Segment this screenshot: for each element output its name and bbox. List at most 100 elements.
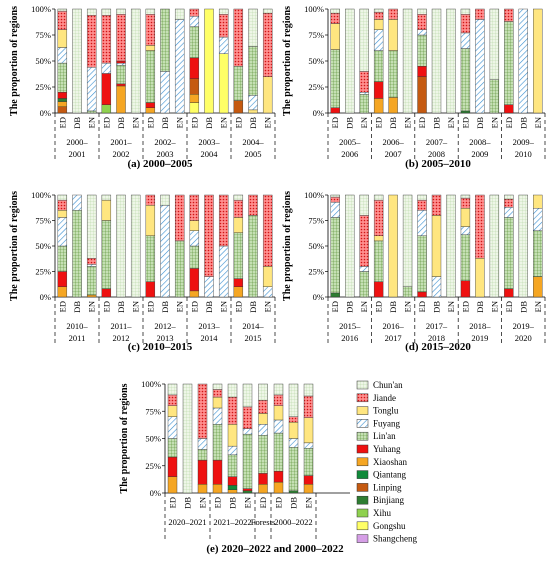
legend-label: Qiantang [373,470,406,480]
category-label: ED [330,117,340,128]
category-label: EN [403,117,413,128]
bar-segment-jiande [417,13,427,31]
category-label: DB [228,497,238,509]
period-2006-2007: ED DB EN 2006– 2007 [371,8,413,159]
bar-segment-chun-an [72,8,82,114]
category-label: EN [446,117,456,128]
period-label: 2013 [157,333,174,343]
bar-segment-linping [233,100,244,114]
bar-segment-jiande [57,10,68,30]
bar-segment-jiande [204,194,214,277]
category-label: DB [248,117,258,129]
category-label: EN [87,301,97,312]
bar-segment-lin-an [72,210,82,298]
bar-segment-fuyang [359,91,369,95]
category-label: EN [198,497,208,508]
category-label: DB [345,301,355,313]
bar-segment-fuyang [417,210,427,237]
chart-panel-5: The proportion of regions 0% 25% 50% 75% 100%… [119,379,350,555]
period-label: 2004– [242,137,264,147]
legend-label: Chun'an [373,380,403,390]
period-2001-2002: ED DB EN 2001– 2002 [98,8,141,159]
bar-segment-chun-an [402,8,413,114]
bar-segment-xiaoshan [57,101,68,107]
bar-segment-lin-an [233,65,244,101]
period-label: 2005 [245,149,262,159]
bar-segment-jiande [504,8,514,22]
category-label: EN [243,497,253,508]
category-label: ED [330,301,340,312]
bar-segment-chun-an [167,383,178,396]
period-label: 2014 [201,333,219,343]
y-tick-label: 50% [145,434,161,444]
bar-segment-lin-an [460,48,471,112]
period-2020-2021: ED DB EN 2020–2021 [164,383,208,539]
bar-segment-lin-an [402,286,413,298]
bar-segment-chun-an [86,194,97,259]
y-axis-title: The proportion of regions [9,191,20,301]
bar-segment-lin-an [189,26,200,59]
bar-segment-yuhang [197,460,208,485]
bar-segment-fuyang [431,276,442,298]
bar-segment-lin-an [212,424,223,461]
bar-segment-fuyang [227,445,238,456]
bar-segment-jiande [504,198,514,208]
legend-swatch [356,508,369,518]
legend-label: Binjiang [373,495,404,505]
bar-segment-xiaoshan [197,484,208,494]
category-label: ED [460,301,470,312]
bar-segment-chun-an [242,383,253,408]
category-label: DB [160,117,170,129]
category-label: EN [533,117,543,128]
bar-segment-jiande [145,194,156,206]
legend-swatch [356,393,369,403]
category-label: DB [289,497,299,509]
period-label: 2017– [426,321,448,331]
y-tick-label: 100% [31,190,51,200]
bar-segment-fuyang [189,230,200,247]
bar-segment-xiaoshan [533,276,543,298]
chart-panel-4: The proportion of regions 0% 25% 50% 75% 100%… [282,190,546,353]
period-label: 2020 [515,333,532,343]
bar-segment-chun-an [130,194,141,298]
panel-caption: (e) 2020–2022 and 2000–2022 [206,543,344,555]
legend-item-qiantang: Qiantang [356,470,406,480]
bar-segment-lin-an [145,235,156,282]
category-label: ED [189,117,199,128]
bar-segment-tonglu [167,405,178,417]
category-label: EN [263,301,273,312]
bar-segment-tonglu [303,417,314,444]
period-2005-2006: ED DB EN 2005– 2006 [327,8,369,159]
bar-segment-tonglu [262,266,273,287]
bar-segment-fuyang [288,438,299,448]
bar-segment-lin-an [373,240,384,282]
bar-segment-lin-an [242,433,253,489]
y-tick-label: 50% [308,56,324,66]
bar-segment-jiande [330,12,340,24]
period-label: 2004 [201,149,219,159]
category-label: EN [219,301,229,312]
period-label: 2015– [339,321,361,331]
bar-segment-tonglu [460,208,471,227]
bar-segment-jiande [359,71,369,93]
bar-segment-chun-an [212,383,223,390]
bar-segment-jiande [218,13,229,38]
bar-segment-tonglu [258,413,268,425]
legend-swatch [356,444,369,454]
bar-segment-yuhang [167,456,178,477]
bar-segment-chun-an [330,194,340,198]
legend-item-xiaoshan: Xiaoshan [356,457,407,467]
bar-segment-lin-an [86,110,97,114]
bar-segment-jiande [86,15,97,68]
bar-segment-jiande [273,394,284,406]
period-label: 2016 [341,333,358,343]
bar-segment-fuyang [212,407,223,425]
bar-segment-jiande [197,383,208,439]
bar-segment-tonglu [227,424,238,447]
category-label: EN [219,117,229,128]
bar-segment-linping [417,76,427,114]
bar-segment-lin-an [258,435,268,474]
legend-swatch [356,457,369,467]
bar-segment-xiaoshan [258,484,268,494]
bar-segment-jiande [330,196,340,203]
